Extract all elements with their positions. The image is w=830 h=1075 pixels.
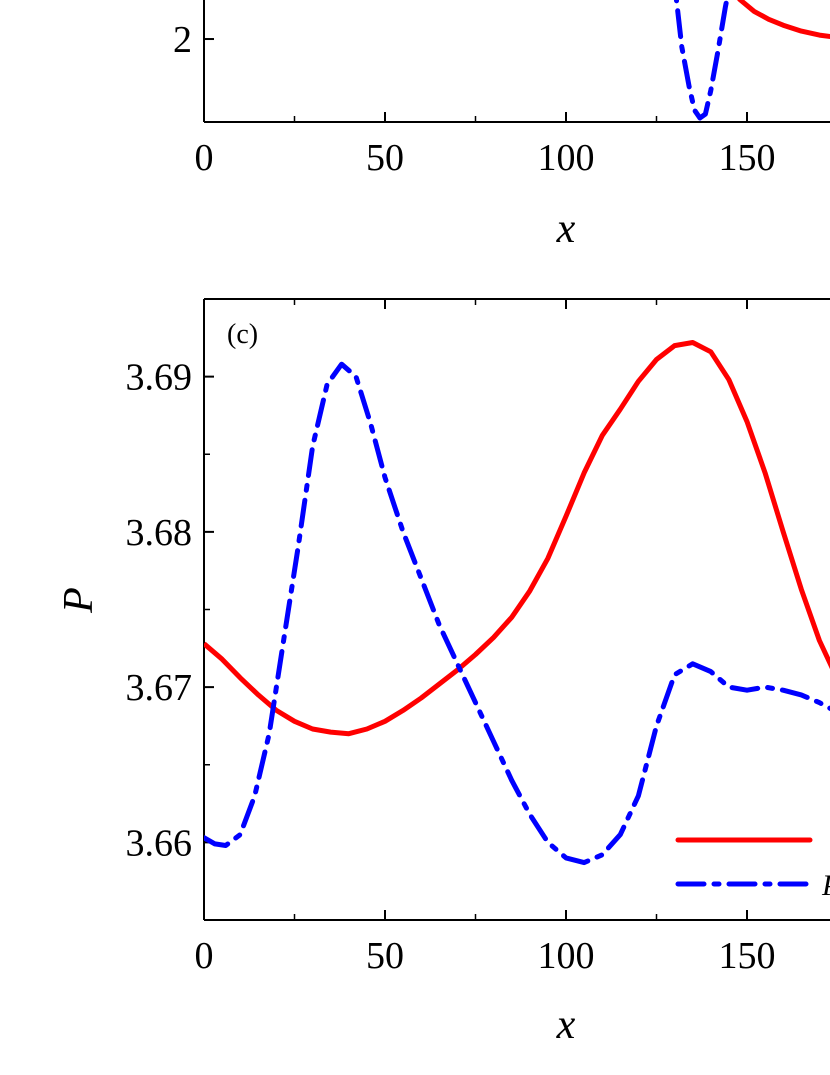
legend-label: P1 [821, 869, 830, 902]
y-tick-label: 2 [173, 19, 192, 61]
series-line-1 [204, 340, 830, 737]
x-tick-label: 0 [195, 137, 214, 179]
series-line-2 [204, 361, 830, 866]
y-axis-title: P [56, 587, 102, 614]
x-tick-label: 50 [366, 935, 404, 977]
x-axis-title: x [556, 206, 576, 252]
x-tick-label: 150 [719, 935, 776, 977]
legend: P1 [675, 837, 830, 902]
series-line-1 [737, 0, 830, 40]
y-tick-label: 3.67 [126, 667, 193, 709]
x-tick-label: 100 [538, 935, 595, 977]
x-tick-label: 0 [195, 935, 214, 977]
x-axis-title: x [556, 1002, 576, 1048]
y-tick-label: 3.68 [126, 512, 193, 554]
panel-label: (c) [227, 319, 258, 350]
chart-panel-1: 0 50 100 150 2 x [173, 0, 830, 252]
y-tick-label: 3.69 [126, 357, 193, 399]
chart-panel-2: 0 50 100 150 3.66 3.67 3.68 3.69 x P (c) P1 [56, 298, 830, 1048]
x-tick-label: 150 [719, 137, 776, 179]
x-tick-label: 50 [366, 137, 404, 179]
y-tick-label: 3.66 [126, 822, 193, 864]
series-line-2 [673, 0, 730, 121]
x-tick-label: 100 [538, 137, 595, 179]
